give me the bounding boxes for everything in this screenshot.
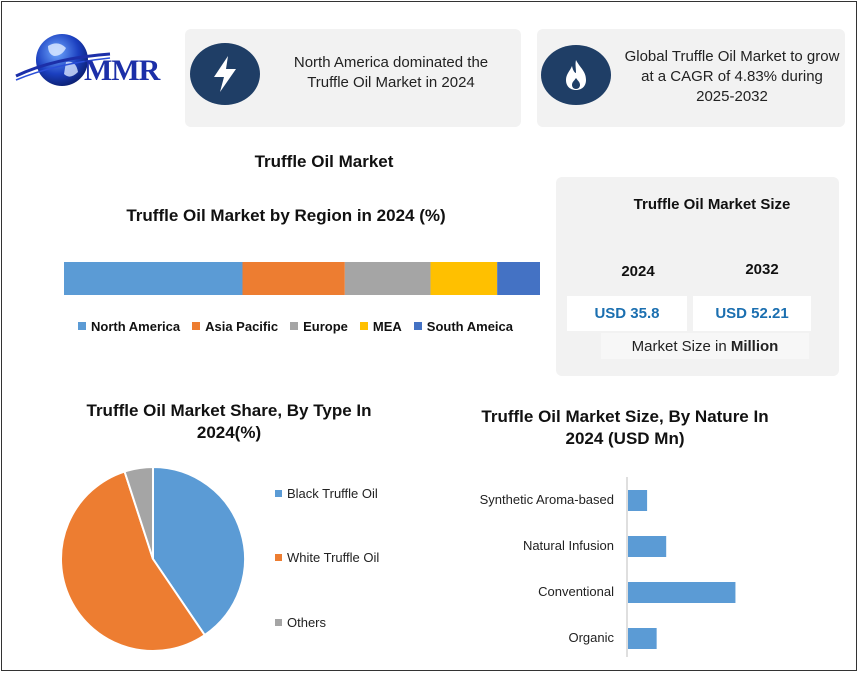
year-start-label: 2024 [621, 263, 655, 280]
region-bar-segment-asia-pacific [242, 262, 345, 295]
legend-label: Asia Pacific [205, 318, 279, 334]
region-legend: North America Asia Pacific Europe MEA South … [78, 317, 548, 335]
nature-tick-label-organic: Organic [568, 630, 614, 645]
type-chart-title: Truffle Oil Market Share, By Type In 202… [86, 401, 372, 442]
legend-swatch [275, 619, 282, 626]
nature-tick-label-conventional: Conventional [538, 584, 614, 599]
nature-bar-synthetic-aroma-based [628, 490, 648, 511]
region-bar-segment-north-america [64, 262, 243, 295]
callout-text-cagr: Global Truffle Oil Market to grow at a C… [624, 48, 840, 105]
legend-label: North America [91, 318, 181, 334]
pie-slice-white-truffle-oil [60, 470, 207, 652]
lightning-icon [190, 43, 260, 105]
pie-legend-item-others: Others [275, 615, 326, 630]
region-bar-segment-south-ameica [497, 262, 540, 295]
value-start-box: USD 35.8 [567, 296, 687, 331]
region-bar-segment-europe [344, 262, 431, 295]
unit-prefix: Market Size in [631, 337, 731, 355]
legend-item-europe: Europe [290, 319, 348, 334]
globe-logo-icon [15, 34, 111, 86]
flame-icon [541, 45, 611, 105]
value-end-box: USD 52.21 [693, 296, 811, 331]
legend-label: Europe [303, 318, 348, 334]
region-chart-title: Truffle Oil Market by Region in 2024 (%) [126, 206, 446, 225]
legend-swatch [275, 490, 282, 497]
legend-item-asia-pacific: Asia Pacific [192, 319, 278, 334]
pie-slice-others [123, 465, 154, 560]
nature-bar-natural-infusion [628, 536, 667, 557]
unit-bold: Million [730, 337, 779, 355]
legend-label: Others [287, 615, 327, 630]
legend-swatch [275, 554, 282, 561]
pie-legend-item-black-truffle-oil: Black Truffle Oil [275, 486, 378, 501]
legend-swatch [290, 322, 299, 330]
legend-label: MEA [372, 318, 402, 334]
nature-bar-conventional [628, 582, 736, 603]
nature-bar-organic [628, 628, 657, 649]
year-end-label: 2032 [745, 261, 779, 278]
legend-label: White Truffle Oil [287, 550, 380, 565]
legend-item-north-america: North America [78, 319, 180, 334]
market-size-unit: Market Size in Million [601, 333, 809, 359]
pie-legend-item-white-truffle-oil: White Truffle Oil [275, 550, 379, 565]
region-bar-segment-mea [430, 262, 498, 295]
legend-swatch [413, 322, 422, 330]
region-stacked-bar [64, 262, 540, 295]
pie-slice-black-truffle-oil [152, 465, 246, 637]
legend-label: Black Truffle Oil [287, 486, 378, 501]
nature-tick-label-natural-infusion: Natural Infusion [522, 538, 614, 553]
legend-swatch [78, 322, 86, 330]
nature-bar-chart [626, 477, 736, 657]
main-title: Truffle Oil Market [254, 152, 394, 171]
legend-swatch [359, 322, 368, 330]
nature-chart-title: Truffle Oil Market Size, By Nature In 20… [481, 407, 769, 448]
legend-item-south-ameica: South Ameica [413, 318, 513, 334]
legend-item-mea: MEA [359, 318, 402, 334]
legend-label: South Ameica [426, 318, 513, 334]
nature-tick-label-synthetic-aroma-based: Synthetic Aroma-based [479, 492, 614, 507]
callout-text-region: North America dominated the Truffle Oil … [293, 54, 489, 91]
legend-swatch [192, 322, 201, 330]
logo-text: MMR [84, 54, 160, 87]
logo: MMR [14, 28, 174, 94]
type-pie-chart [60, 465, 246, 652]
market-size-title: Truffle Oil Market Size [633, 196, 791, 213]
